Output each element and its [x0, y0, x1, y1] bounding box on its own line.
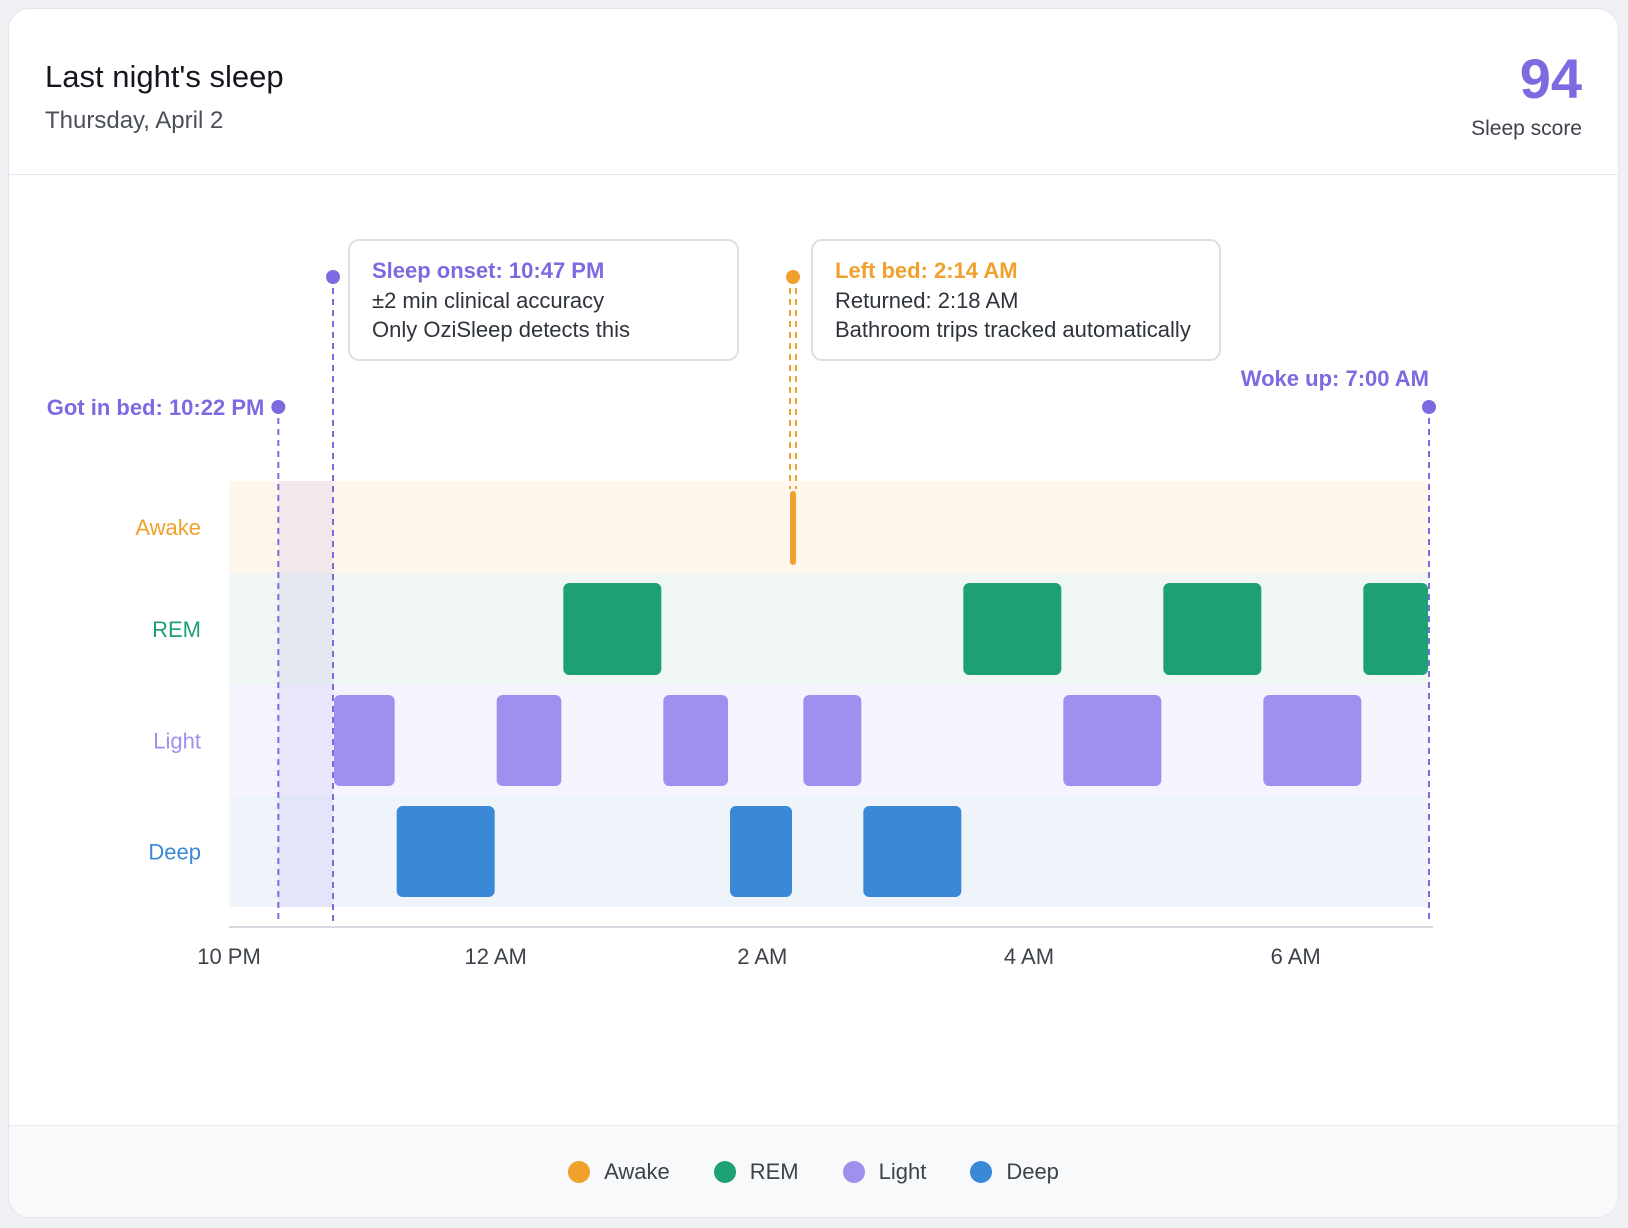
light-dot-icon	[842, 1160, 865, 1183]
segment-deep	[396, 806, 495, 897]
legend-item-light: Light	[842, 1158, 927, 1185]
segment-rem	[963, 583, 1062, 675]
legend-label: Awake	[604, 1158, 670, 1184]
left-bed-callout-line: Returned: 2:18 AM	[835, 288, 1018, 313]
row-label-light: Light	[153, 729, 201, 754]
row-label-rem: REM	[152, 617, 201, 642]
x-tick-label: 10 PM	[197, 944, 261, 969]
in-bed-marker-dot	[271, 400, 286, 414]
segment-light	[663, 695, 728, 786]
rem-dot-icon	[713, 1160, 736, 1183]
onset-marker-dot	[326, 270, 340, 284]
onset-callout-line: Only OziSleep detects this	[372, 317, 630, 342]
onset-callout-title: Sleep onset: 10:47 PM	[372, 258, 604, 283]
legend: Awake REM Light Deep	[9, 1125, 1618, 1217]
sleep-card: Last night's sleep Thursday, April 2 94 …	[8, 8, 1619, 1218]
segment-light	[334, 695, 395, 786]
row-band-awake	[229, 481, 1429, 573]
segment-light	[496, 695, 562, 786]
segment-rem	[563, 583, 662, 675]
legend-label: REM	[749, 1158, 799, 1184]
sleep-stage-chart: Awake REM Light Deep 10 PM 12 AM 2 AM 4 AM 6 AM G…	[47, 239, 1436, 969]
onset-callout-box	[348, 239, 739, 361]
x-tick-label: 4 AM	[1004, 944, 1054, 969]
pre-sleep-region	[278, 481, 333, 907]
segment-deep	[730, 806, 792, 897]
x-tick-label: 6 AM	[1271, 944, 1321, 969]
row-label-deep: Deep	[148, 840, 201, 865]
x-tick-label: 2 AM	[737, 944, 787, 969]
segment-rem	[1363, 583, 1428, 675]
segment-light	[1063, 695, 1162, 786]
legend-label: Deep	[1006, 1158, 1059, 1184]
legend-item-awake: Awake	[568, 1159, 670, 1185]
sleep-score-label: Sleep score	[1471, 117, 1582, 140]
row-label-awake: Awake	[135, 515, 201, 540]
in-bed-label: Got in bed: 10:22 PM	[47, 395, 265, 420]
segment-light	[803, 695, 862, 786]
page-title: Last night's sleep	[45, 59, 284, 94]
sleep-score-value: 94	[1519, 47, 1582, 110]
segment-deep	[863, 806, 962, 897]
left-bed-callout-line: Bathroom trips tracked automatically	[835, 317, 1191, 342]
left-bed-callout-title: Left bed: 2:14 AM	[835, 258, 1018, 283]
left-bed-callout-box	[811, 239, 1221, 361]
legend-label: Light	[878, 1158, 927, 1184]
segment-awake	[790, 491, 796, 565]
segment-light	[1263, 695, 1362, 786]
card-header: Last night's sleep Thursday, April 2 94 …	[9, 9, 1618, 175]
x-tick-label: 12 AM	[464, 944, 526, 969]
woke-up-label: Woke up: 7:00 AM	[1241, 366, 1429, 391]
onset-callout-line: ±2 min clinical accuracy	[372, 288, 604, 313]
left-bed-dot	[786, 270, 800, 284]
legend-item-deep: Deep	[970, 1159, 1059, 1185]
segment-rem	[1163, 583, 1262, 675]
deep-dot-icon	[970, 1160, 993, 1183]
woke-up-marker-dot	[1422, 400, 1436, 414]
date-label: Thursday, April 2	[45, 107, 224, 134]
legend-item-rem: REM	[713, 1158, 799, 1185]
awake-dot-icon	[568, 1160, 591, 1183]
